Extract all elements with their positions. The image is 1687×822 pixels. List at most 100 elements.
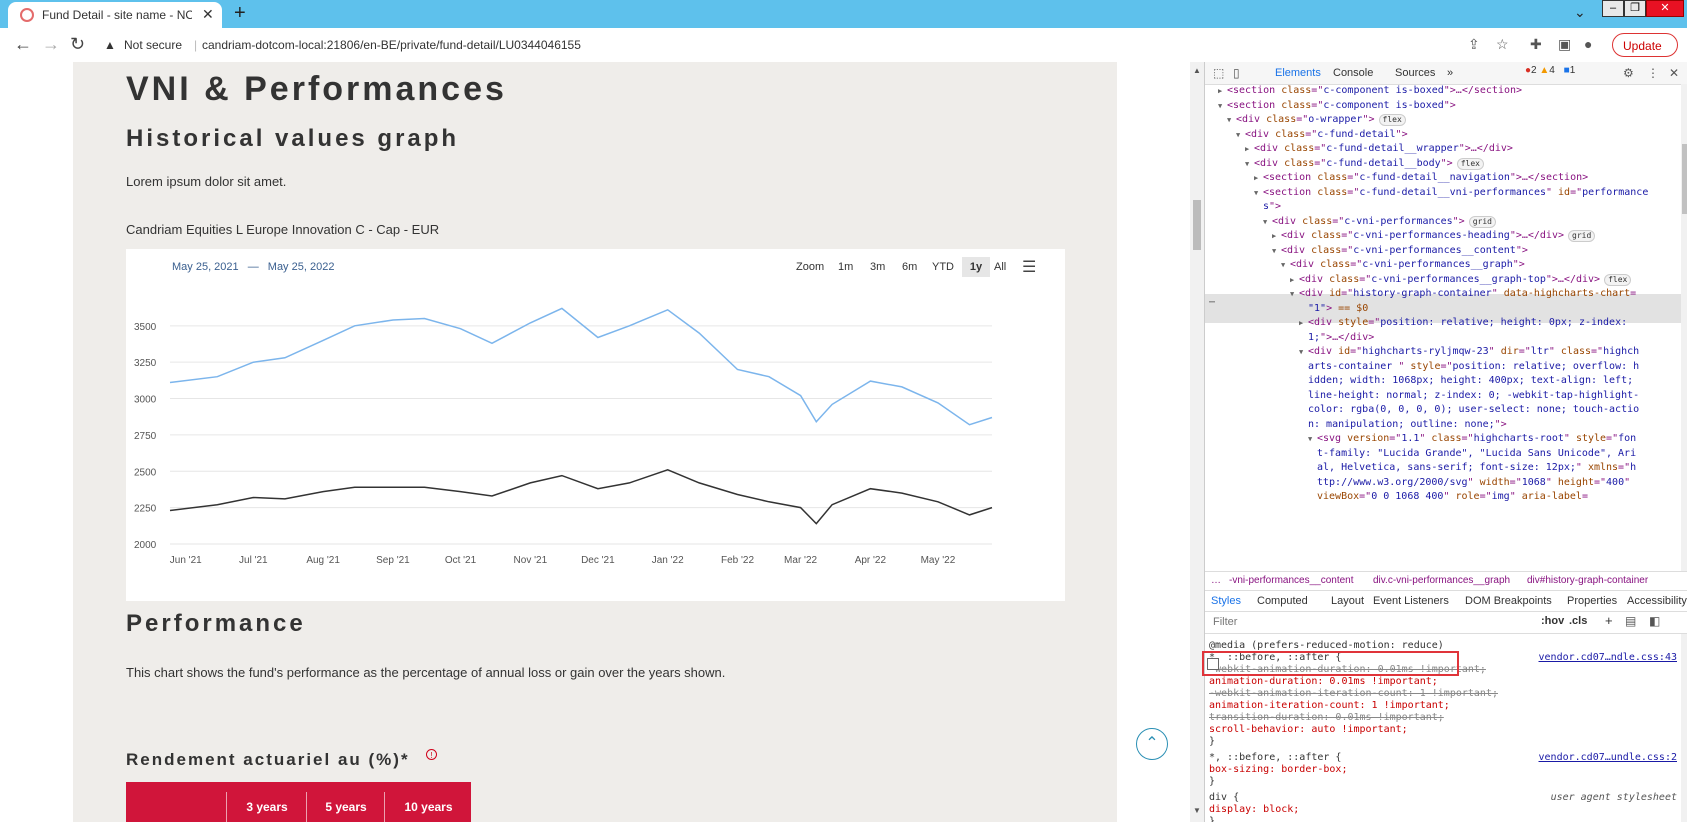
disclosure-triangle-icon[interactable]: ▼: [1299, 348, 1304, 356]
tab-sources[interactable]: Sources: [1395, 67, 1436, 79]
dom-node-row[interactable]: ▼ <section class="c-component is-boxed">: [1218, 99, 1456, 114]
dom-node-row[interactable]: ▶ <section class="c-fund-detail__navigati…: [1254, 171, 1588, 186]
layout-badge[interactable]: grid: [1568, 230, 1596, 242]
disclosure-triangle-icon[interactable]: ▶: [1290, 275, 1295, 284]
subtab-event-listeners[interactable]: Event Listeners: [1373, 595, 1449, 607]
dom-node-row[interactable]: ▼ <div class="c-fund-detail">: [1236, 128, 1408, 143]
dom-node-row[interactable]: color: rgba(0, 0, 0, 0); user-select: no…: [1299, 403, 1639, 418]
disclosure-triangle-icon[interactable]: ▼: [1272, 246, 1277, 255]
back-arrow-icon[interactable]: ←: [14, 34, 32, 54]
tab-elements[interactable]: Elements: [1275, 67, 1321, 79]
style-rule-line[interactable]: box-sizing: border-box;: [1209, 764, 1348, 775]
reload-icon[interactable]: ↻: [70, 34, 86, 54]
dom-node-row[interactable]: ▼ <div id="history-graph-container" data-…: [1290, 287, 1636, 302]
zoom-3m-button[interactable]: 3m: [870, 261, 886, 273]
dom-node-row[interactable]: al, Helvetica, sans-serif; font-size: 12…: [1308, 461, 1636, 476]
device-toolbar-icon[interactable]: ▯: [1233, 66, 1240, 80]
more-tabs-icon[interactable]: »: [1447, 67, 1454, 79]
range-from[interactable]: May 25, 2021: [172, 261, 239, 273]
style-rule-line[interactable]: *, ::before, ::after {: [1209, 652, 1342, 663]
style-rule-line[interactable]: scroll-behavior: auto !important;: [1209, 724, 1408, 735]
zoom-ytd-button[interactable]: YTD: [932, 261, 954, 273]
subtab-accessibility[interactable]: Accessibility: [1627, 595, 1687, 607]
dom-node-row[interactable]: ▼ <div class="c-vni-performances__graph">: [1281, 258, 1525, 273]
zoom-1y-button[interactable]: 1y: [962, 257, 990, 277]
dom-node-row[interactable]: line-height: normal; z-index: 0; -webkit…: [1299, 389, 1639, 404]
share-icon[interactable]: ⇪: [1468, 36, 1480, 52]
extensions-puzzle-icon[interactable]: ✚: [1530, 36, 1542, 52]
dom-node-row[interactable]: ▶ <div class="c-fund-detail__wrapper">…</…: [1245, 142, 1513, 157]
zoom-6m-button[interactable]: 6m: [902, 261, 918, 273]
scroll-up-arrow-icon[interactable]: ▲: [1193, 66, 1201, 75]
style-rule-line[interactable]: *, ::before, ::after {: [1209, 752, 1342, 763]
style-rule-line[interactable]: display: block;: [1209, 804, 1300, 815]
window-minimize-button[interactable]: –: [1602, 0, 1624, 17]
styles-filter-input[interactable]: [1211, 614, 1515, 630]
dom-node-row[interactable]: ▼ <svg version="1.1" class="highcharts-ro…: [1308, 432, 1636, 447]
update-button[interactable]: Update: [1612, 33, 1678, 57]
layout-badge[interactable]: flex: [1456, 157, 1484, 170]
range-to[interactable]: May 25, 2022: [267, 261, 335, 273]
dom-node-row[interactable]: ▶ <div style="position: relative; height:…: [1299, 316, 1627, 331]
dom-node-row[interactable]: 1;">…</div>: [1299, 331, 1374, 346]
side-panel-icon[interactable]: ▣: [1558, 36, 1572, 52]
style-rule-line[interactable]: animation-duration: 0.01ms !important;: [1209, 676, 1438, 687]
subtab-properties[interactable]: Properties: [1567, 595, 1618, 607]
forward-arrow-icon[interactable]: →: [42, 34, 60, 54]
dom-node-row[interactable]: t-family: "Lucida Grande", "Lucida Sans …: [1308, 447, 1636, 462]
devtools-badges[interactable]: ●2 ▲4 ■1: [1525, 65, 1576, 76]
style-rule-line[interactable]: @media (prefers-reduced-motion: reduce): [1209, 640, 1444, 651]
zoom-1m-button[interactable]: 1m: [838, 261, 854, 273]
dom-node-row[interactable]: ▼ <div class="o-wrapper"> flex: [1227, 113, 1406, 128]
info-circle-icon[interactable]: !: [426, 749, 437, 760]
disclosure-triangle-icon[interactable]: ▼: [1227, 116, 1232, 124]
hamburger-menu-icon[interactable]: ☰: [1022, 259, 1037, 276]
crumb-content[interactable]: -vni-performances__content: [1229, 575, 1354, 586]
style-source-link[interactable]: user agent stylesheet: [1550, 792, 1677, 803]
computed-styles-icon[interactable]: ▤: [1625, 614, 1637, 628]
browser-tab[interactable]: Fund Detail - site name - NOT FOR ✕: [8, 2, 222, 28]
style-rule-line[interactable]: animation-iteration-count: 1 !important;: [1209, 700, 1450, 711]
disclosure-triangle-icon[interactable]: ▶: [1254, 174, 1259, 182]
disclosure-triangle-icon[interactable]: ▼: [1218, 101, 1223, 110]
disclosure-triangle-icon[interactable]: ▼: [1281, 261, 1286, 269]
layout-badge[interactable]: flex: [1378, 114, 1406, 126]
subtab-dom-breakpoints[interactable]: DOM Breakpoints: [1465, 595, 1552, 607]
close-devtools-icon[interactable]: ✕: [1669, 66, 1680, 80]
subtab-layout[interactable]: Layout: [1331, 595, 1365, 607]
ellipsis-icon[interactable]: ⋯: [1209, 297, 1216, 308]
dom-tree-scrollbar[interactable]: [1681, 84, 1687, 571]
subtab-computed[interactable]: Computed: [1257, 595, 1308, 607]
dom-node-row[interactable]: ▼ <div class="c-fund-detail__body"> flex: [1245, 157, 1484, 172]
zoom-all-button[interactable]: All: [994, 261, 1007, 273]
disclosure-triangle-icon[interactable]: ▶: [1299, 319, 1304, 327]
settings-gear-icon[interactable]: ⚙: [1623, 66, 1634, 80]
page-scrollbar[interactable]: ▲ ▼: [1190, 62, 1204, 822]
hov-toggle[interactable]: :hov: [1541, 615, 1565, 627]
crumb-graph[interactable]: div.c-vni-performances__graph: [1373, 575, 1511, 586]
disclosure-triangle-icon[interactable]: ▼: [1263, 217, 1268, 226]
kebab-menu-icon[interactable]: ⋮: [1647, 66, 1659, 80]
dom-node-row[interactable]: ▶ <div class="c-vni-performances__graph-t…: [1290, 273, 1632, 288]
style-rule-line[interactable]: -webkit-animation-duration: 0.01ms !impo…: [1209, 664, 1486, 675]
tab-console[interactable]: Console: [1333, 67, 1374, 79]
property-checkbox[interactable]: [1207, 658, 1219, 670]
url-text[interactable]: candriam-dotcom-local:21806/en-BE/privat…: [202, 38, 581, 52]
dom-node-row[interactable]: ▶ <section class="c-component is-boxed">……: [1218, 84, 1522, 99]
disclosure-triangle-icon[interactable]: ▶: [1272, 232, 1277, 240]
dom-node-row[interactable]: "1"> == $0: [1299, 302, 1368, 317]
chevron-up-icon[interactable]: ⌃: [1136, 728, 1168, 760]
style-rule-line[interactable]: div {: [1209, 792, 1240, 803]
scroll-down-arrow-icon[interactable]: ▼: [1193, 806, 1201, 815]
bookmark-star-icon[interactable]: ☆: [1496, 36, 1509, 52]
new-rule-button[interactable]: +: [1605, 613, 1613, 628]
dom-node-row[interactable]: ▼ <div class="c-vni-performances"> grid: [1263, 215, 1496, 230]
layout-badge[interactable]: flex: [1604, 273, 1632, 286]
dom-node-row[interactable]: ttp://www.w3.org/2000/svg" width="1068" …: [1308, 476, 1630, 491]
disclosure-triangle-icon[interactable]: ▼: [1236, 130, 1241, 139]
inspect-element-icon[interactable]: ⬚: [1213, 66, 1225, 80]
new-tab-button[interactable]: +: [234, 2, 246, 24]
window-close-button[interactable]: ✕: [1646, 0, 1684, 17]
tab-search-chevron-icon[interactable]: ⌄: [1574, 4, 1586, 20]
window-restore-button[interactable]: ❐: [1624, 0, 1646, 17]
